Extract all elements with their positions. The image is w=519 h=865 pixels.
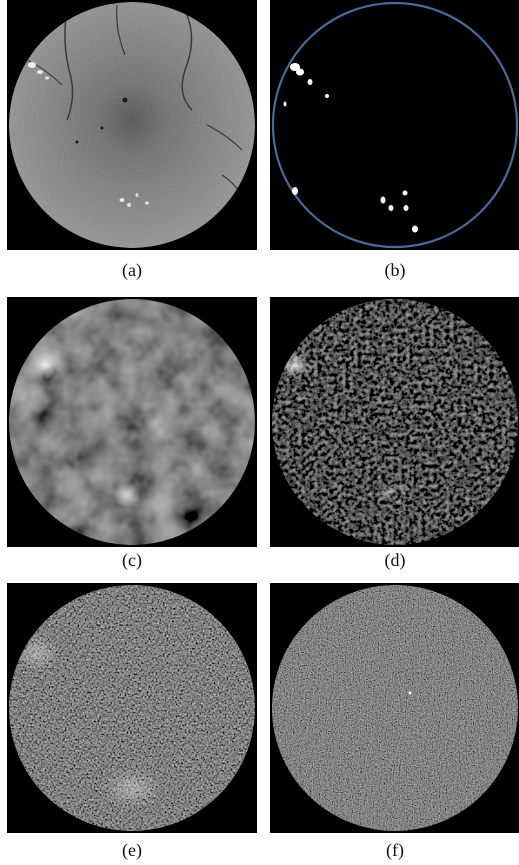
fov-circle [271,1,519,249]
caption-f: (f) [386,840,404,860]
caption-d: (d) [384,550,406,570]
filtered-response-noise [272,585,518,831]
caption-c: (c) [122,550,142,570]
caption-e: (e) [122,840,142,860]
caption-b: (b) [384,260,406,280]
filtered-response-noisy [9,585,255,831]
panel-e-filtered-noisy [7,583,257,833]
filtered-response-smooth [9,299,255,545]
caption-a: (a) [122,260,142,280]
panel-c-filtered-smooth [7,297,257,547]
panel-b-lesion-mask [270,0,519,250]
lesion-blobs [283,63,418,233]
fundus-image [9,2,255,248]
panel-a-fundus-image [7,0,257,250]
lesion-mask [271,1,519,249]
panel-d-filtered-sparse [270,297,519,547]
filtered-response-sparse [272,299,518,545]
panel-f-filtered-noise [270,583,519,833]
